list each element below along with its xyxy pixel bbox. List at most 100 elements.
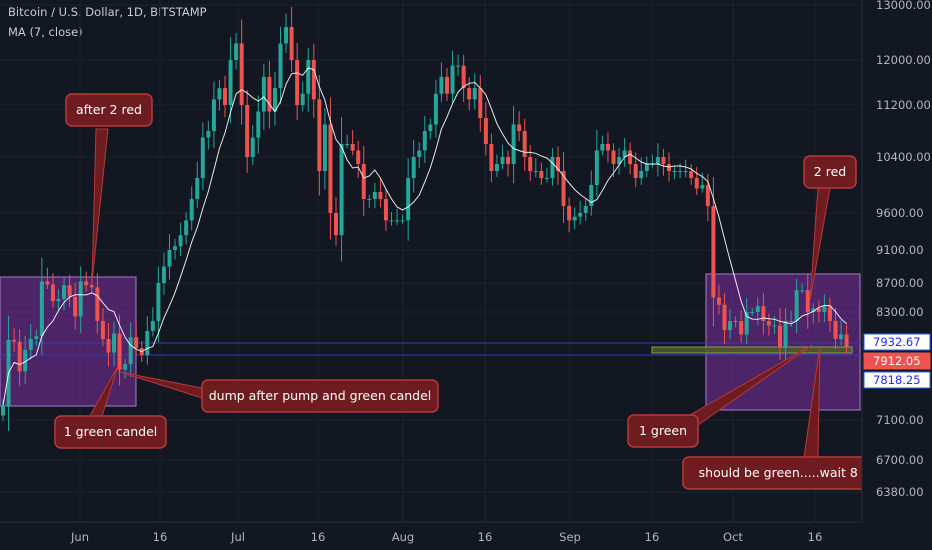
candle-body <box>356 150 361 164</box>
candle-body <box>628 150 633 164</box>
candle <box>345 134 350 149</box>
price-label-text: 7932.67 <box>873 335 921 349</box>
candle <box>739 310 744 343</box>
y-tick-label: 10400.00 <box>876 150 931 164</box>
candle-body <box>150 321 155 331</box>
callout-text: 1 green <box>639 423 687 438</box>
candle <box>461 54 466 102</box>
y-tick-label: 13000.00 <box>876 0 931 12</box>
candle-body <box>605 144 610 151</box>
candle-body <box>39 281 44 337</box>
candle <box>583 198 588 221</box>
candle <box>267 60 272 129</box>
y-tick-label: 12000.00 <box>876 53 931 67</box>
candle-body <box>417 150 422 157</box>
candle <box>422 116 427 163</box>
candle-body <box>28 339 33 350</box>
candle-body <box>306 60 311 94</box>
candle <box>722 293 727 344</box>
candle-body <box>73 296 78 317</box>
x-tick-label: Jul <box>230 530 245 544</box>
x-tick-label: 16 <box>808 530 823 544</box>
candle <box>544 167 549 183</box>
price-axis[interactable]: 13000.00 12000.00 11200.00 10400.00 9600.00 9… <box>861 0 932 522</box>
candle-body <box>578 213 583 217</box>
annotations[interactable]: after 2 red dump after pump and green can… <box>54 93 894 490</box>
candle <box>439 62 444 103</box>
candle <box>716 284 721 315</box>
candle <box>395 208 400 225</box>
candle-body <box>217 88 222 100</box>
candle-body <box>794 290 799 321</box>
candle-body <box>211 99 216 131</box>
candle-body <box>334 213 338 236</box>
candle <box>755 297 760 326</box>
candle <box>250 125 255 165</box>
y-tick-label: 7100.00 <box>876 413 924 427</box>
candle <box>489 133 494 183</box>
candle-body <box>494 164 499 171</box>
candle <box>822 294 827 323</box>
candle-body <box>461 65 466 89</box>
candle-body <box>761 306 766 321</box>
candle <box>506 150 511 177</box>
candle-body <box>528 157 533 171</box>
candle-body <box>844 334 849 347</box>
x-tick-label: 16 <box>311 530 326 544</box>
candle-body <box>317 99 322 171</box>
candle <box>272 71 277 126</box>
candle <box>23 335 28 384</box>
candle <box>317 74 322 196</box>
candle <box>561 152 566 224</box>
x-tick-label: Oct <box>723 530 743 544</box>
candle-body <box>278 43 283 89</box>
candle <box>839 320 844 346</box>
candle <box>178 222 183 257</box>
candle-body <box>134 337 139 348</box>
candle-body <box>228 60 233 105</box>
candle-body <box>284 27 289 44</box>
candle <box>406 158 411 241</box>
price-label-bg <box>863 371 931 389</box>
y-tick-label: 8300.00 <box>876 305 924 319</box>
candle <box>161 252 166 295</box>
y-tick-label: 11200.00 <box>876 98 931 112</box>
candle-body <box>372 192 377 199</box>
candle <box>622 138 627 167</box>
candle <box>833 307 838 350</box>
candle <box>278 26 283 105</box>
callout-text: after 2 red <box>76 102 142 117</box>
candle <box>456 54 461 76</box>
candle <box>672 166 677 180</box>
candle <box>478 75 483 132</box>
x-tick-label: Aug <box>392 530 414 544</box>
candle <box>522 118 527 171</box>
candle-body <box>245 105 250 157</box>
candle <box>39 257 44 355</box>
candle <box>28 324 33 360</box>
candle-body <box>378 192 383 199</box>
candle <box>711 177 716 327</box>
candle-body <box>56 298 61 302</box>
time-axis[interactable]: Jun 16 Jul 16 Aug 16 Sep 16 Oct 16 <box>0 521 932 550</box>
candle <box>361 146 366 216</box>
candle <box>472 73 477 110</box>
candle-body <box>95 287 100 321</box>
candle <box>844 324 849 354</box>
candle <box>811 303 816 324</box>
candle-body <box>478 88 483 118</box>
candle-body <box>239 43 244 105</box>
candle <box>483 102 488 156</box>
candle <box>112 321 116 367</box>
candle <box>145 316 150 365</box>
annotation-after-2-red: after 2 red <box>65 93 153 283</box>
candle-body <box>539 171 544 178</box>
candle <box>644 156 649 177</box>
candle-body <box>744 312 749 335</box>
candle <box>794 278 799 334</box>
candle-body <box>456 65 461 67</box>
candle-body <box>178 235 183 247</box>
candle <box>62 277 67 311</box>
candle-body <box>1 405 5 416</box>
